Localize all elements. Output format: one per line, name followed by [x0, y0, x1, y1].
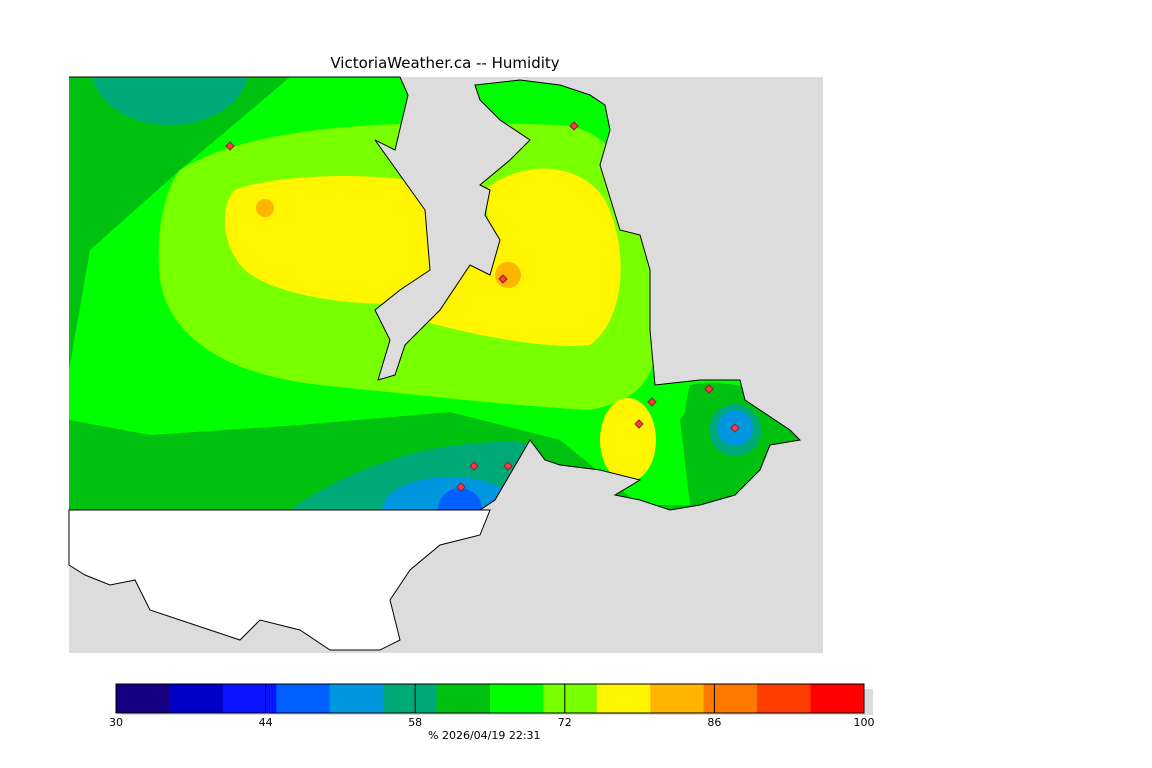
colorbar-bin: [169, 684, 224, 713]
contour-75-80: [224, 175, 435, 304]
colorbar-bin: [329, 684, 384, 713]
colorbar-bin: [757, 684, 812, 713]
colorbar-bin: [650, 684, 705, 713]
station-marker: [503, 461, 513, 471]
contour-80-85: [256, 199, 274, 217]
station-marker: [569, 121, 579, 131]
weather-stations: [225, 121, 740, 492]
station-marker: [456, 482, 466, 492]
coastline: [69, 76, 802, 511]
colorbar-bin: [383, 684, 438, 713]
colorbar: [115, 683, 865, 714]
station-marker: [469, 461, 479, 471]
unit-timestamp: % 2026/04/19 22:31: [428, 729, 541, 742]
station-marker: [498, 274, 508, 284]
colorbar-bin: [810, 684, 865, 713]
contour-55-58: [92, 77, 248, 125]
colorbar-bin: [596, 684, 651, 713]
colorbar-bin: [116, 684, 170, 713]
map-title: VictoriaWeather.ca -- Humidity: [330, 54, 560, 72]
colorbar-frame: [115, 683, 865, 714]
colorbar-tick-label: 58: [408, 716, 423, 729]
station-marker: [634, 419, 644, 429]
colorbar-tick-label: 72: [557, 716, 572, 729]
station-marker: [647, 397, 657, 407]
colorbar-bin: [276, 684, 331, 713]
contour-80-85: [495, 262, 521, 288]
station-marker: [704, 384, 714, 394]
colorbar-bin: [543, 684, 598, 713]
colorbar-bin: [222, 684, 277, 713]
colorbar-tick-label: 86: [707, 716, 722, 729]
contour-50-55: [382, 477, 518, 510]
colorbar-bin: [436, 684, 491, 713]
colorbar-tick-label: 30: [109, 716, 123, 729]
station-marker: [730, 423, 740, 433]
contour-75-80: [600, 398, 656, 482]
contour-75-80: [420, 168, 621, 346]
colorbar-bin: [703, 684, 758, 713]
station-marker: [225, 141, 235, 151]
colorbar-tick-label: 100: [853, 716, 875, 729]
washington-land: [68, 509, 491, 651]
contour-45-50: [438, 488, 482, 510]
colorbar-bin: [490, 684, 544, 713]
colorbar-tick-label: 44: [258, 716, 273, 729]
